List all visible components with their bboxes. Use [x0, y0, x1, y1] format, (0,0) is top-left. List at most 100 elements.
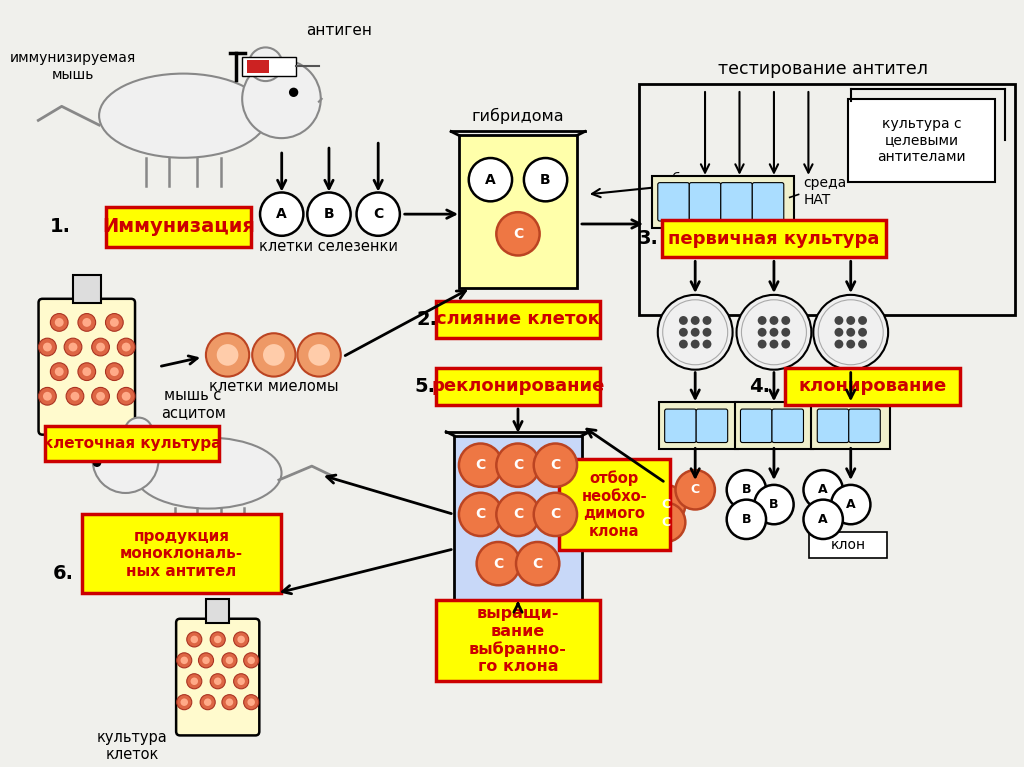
Text: выращи-
вание
выбранно-
го клона: выращи- вание выбранно- го клона: [469, 607, 567, 674]
Circle shape: [781, 328, 791, 337]
Circle shape: [497, 443, 540, 487]
Circle shape: [497, 212, 540, 255]
FancyBboxPatch shape: [657, 183, 689, 221]
FancyBboxPatch shape: [665, 409, 696, 443]
Text: 2.: 2.: [417, 310, 438, 329]
Text: C: C: [494, 557, 504, 571]
FancyBboxPatch shape: [436, 367, 600, 405]
Text: C: C: [550, 508, 560, 522]
Circle shape: [691, 328, 699, 337]
Text: клеточная культура: клеточная культура: [43, 436, 221, 451]
Circle shape: [92, 338, 110, 356]
Text: Иммунизация: Иммунизация: [102, 217, 255, 236]
Circle shape: [835, 340, 844, 348]
FancyBboxPatch shape: [45, 426, 219, 461]
Circle shape: [248, 699, 255, 706]
Circle shape: [679, 316, 688, 325]
FancyBboxPatch shape: [436, 301, 600, 338]
Circle shape: [691, 340, 699, 348]
Circle shape: [43, 343, 52, 351]
Circle shape: [82, 367, 91, 376]
Circle shape: [702, 316, 712, 325]
Circle shape: [200, 695, 215, 709]
Circle shape: [177, 653, 191, 668]
Circle shape: [308, 344, 330, 366]
Text: гибридома: гибридома: [472, 107, 564, 123]
Circle shape: [835, 328, 844, 337]
Text: антиген: антиген: [306, 22, 372, 38]
Circle shape: [92, 387, 110, 405]
Circle shape: [244, 695, 259, 709]
Circle shape: [238, 677, 245, 685]
Circle shape: [755, 485, 794, 525]
Circle shape: [199, 653, 214, 668]
Circle shape: [702, 340, 712, 348]
Circle shape: [233, 632, 249, 647]
Circle shape: [82, 318, 91, 327]
Text: 5.: 5.: [414, 377, 435, 396]
Text: C: C: [513, 227, 523, 241]
Text: C: C: [662, 498, 671, 511]
Circle shape: [180, 657, 188, 664]
Circle shape: [122, 343, 131, 351]
Bar: [206, 599, 229, 623]
Text: C: C: [532, 557, 543, 571]
Circle shape: [497, 492, 540, 536]
Circle shape: [263, 344, 285, 366]
Bar: [73, 275, 100, 303]
Circle shape: [858, 328, 867, 337]
FancyBboxPatch shape: [652, 176, 794, 228]
FancyBboxPatch shape: [176, 619, 259, 736]
Circle shape: [846, 328, 855, 337]
FancyBboxPatch shape: [82, 515, 281, 593]
Text: клонирование: клонирование: [799, 377, 946, 396]
Circle shape: [804, 499, 843, 539]
Circle shape: [846, 316, 855, 325]
Text: 1.: 1.: [50, 217, 71, 236]
Circle shape: [55, 318, 63, 327]
Circle shape: [78, 314, 95, 331]
Text: A: A: [485, 173, 496, 186]
Circle shape: [206, 333, 249, 377]
Circle shape: [516, 542, 559, 585]
Circle shape: [469, 158, 512, 202]
Text: 4.: 4.: [749, 377, 770, 396]
Circle shape: [248, 657, 255, 664]
Text: A: A: [276, 207, 287, 221]
Circle shape: [818, 300, 884, 365]
Circle shape: [190, 677, 198, 685]
Circle shape: [260, 193, 303, 235]
Circle shape: [243, 60, 321, 138]
Text: 6.: 6.: [52, 564, 74, 583]
FancyBboxPatch shape: [663, 220, 886, 258]
Circle shape: [210, 632, 225, 647]
Circle shape: [813, 295, 888, 370]
Circle shape: [769, 328, 778, 337]
Text: продукция
моноклональ-
ных антител: продукция моноклональ- ных антител: [120, 529, 243, 578]
Circle shape: [122, 392, 131, 400]
Circle shape: [846, 340, 855, 348]
FancyBboxPatch shape: [696, 409, 728, 443]
Circle shape: [65, 338, 82, 356]
Circle shape: [534, 443, 578, 487]
Text: C: C: [690, 483, 699, 496]
Text: среда
HAT: среда HAT: [804, 176, 847, 206]
Circle shape: [96, 343, 105, 351]
Text: B: B: [324, 207, 334, 221]
Circle shape: [676, 470, 715, 509]
Circle shape: [657, 295, 732, 370]
Circle shape: [78, 363, 95, 380]
Circle shape: [118, 387, 135, 405]
Circle shape: [92, 427, 159, 493]
Text: реклонирование: реклонирование: [431, 377, 604, 396]
Circle shape: [118, 338, 135, 356]
FancyBboxPatch shape: [436, 600, 600, 681]
Circle shape: [758, 316, 767, 325]
Circle shape: [244, 653, 259, 668]
Text: отбор
необхо-
димого
клона: отбор необхо- димого клона: [582, 471, 647, 538]
FancyBboxPatch shape: [809, 532, 887, 558]
Circle shape: [177, 695, 191, 709]
Circle shape: [646, 485, 685, 525]
Circle shape: [663, 300, 728, 365]
Circle shape: [39, 338, 56, 356]
